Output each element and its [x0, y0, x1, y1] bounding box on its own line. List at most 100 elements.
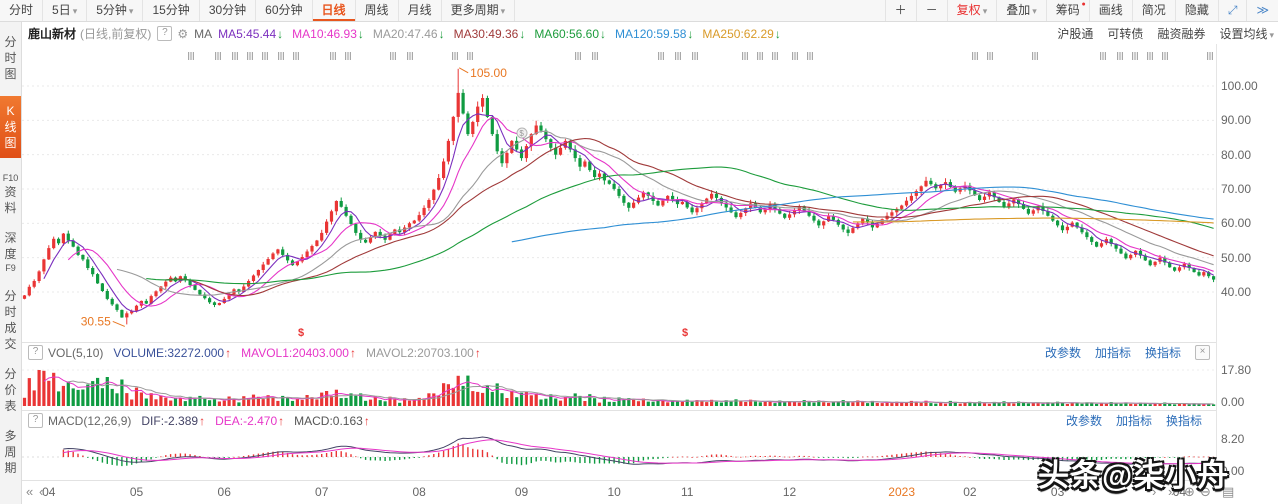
- period-tab-周线[interactable]: 周线: [356, 0, 399, 21]
- period-tab-5日[interactable]: 5日 ▾: [43, 0, 88, 21]
- scroll-right-icon[interactable]: ⊖: [1200, 484, 1211, 499]
- axis-divider: [1216, 44, 1217, 480]
- sidebar-item-char: F10: [2, 173, 19, 183]
- sidebar-item-char: 度: [4, 247, 17, 261]
- chart-legend-bar: 鹿山新材 (日线,前复权) ? ⚙ MA MA5:45.44↓ MA10:46.9…: [28, 23, 1274, 44]
- trend-down-icon: ↓: [277, 26, 284, 41]
- sidebar-item-tick-trades[interactable]: 分时成交: [0, 288, 21, 352]
- watermark: 头条@柒小舟: [1038, 458, 1230, 493]
- header-link-设置均线[interactable]: 设置均线 ▾: [1219, 27, 1274, 41]
- indicator-axis-label: 0.00: [1221, 464, 1245, 478]
- help-icon[interactable]: ?: [28, 413, 43, 428]
- panel-link-改参数[interactable]: 改参数: [1044, 346, 1081, 360]
- panel-link-换指标[interactable]: 换指标: [1144, 346, 1181, 360]
- period-tab-30分钟[interactable]: 30分钟: [200, 0, 257, 21]
- adjust-button[interactable]: 复权 ▾: [946, 0, 997, 21]
- sidebar-item-char: 价: [4, 383, 17, 397]
- ma-legend-item: MA10:46.93↓: [292, 26, 364, 41]
- sidebar-item-time-chart[interactable]: 分时图: [0, 34, 21, 82]
- scroll-left-icon[interactable]: ‹: [39, 484, 44, 499]
- period-tab-更多周期[interactable]: 更多周期 ▾: [442, 0, 516, 21]
- sidebar-item-char: 图: [4, 67, 17, 81]
- panel-divider: [22, 410, 1216, 411]
- period-tab-分时[interactable]: 分时: [0, 0, 44, 21]
- scroll-right-icon[interactable]: »: [1168, 484, 1176, 499]
- volume-chart[interactable]: [22, 362, 1216, 413]
- ma-legend-item: MA20:47.46↓: [372, 26, 445, 41]
- sidebar-item-f10-info[interactable]: F10 资料: [0, 172, 21, 216]
- stock-title: 鹿山新材: [28, 27, 77, 41]
- price-axis-label: 80.00: [1221, 147, 1252, 162]
- caret-down-icon: ▾: [982, 6, 988, 16]
- collapse-button[interactable]: ≫: [1246, 0, 1278, 21]
- sidebar-item-char: 表: [4, 399, 17, 413]
- price-axis-label: 40.00: [1221, 284, 1252, 299]
- x-axis-label-08: 08: [412, 485, 426, 499]
- overlay-button[interactable]: 叠加 ▾: [996, 0, 1046, 21]
- header-link-可转债[interactable]: 可转债: [1107, 27, 1144, 41]
- zoom-out-button[interactable]: －: [915, 0, 947, 21]
- trend-down-icon: ↓: [357, 26, 364, 41]
- macd-indicator-name[interactable]: MACD(12,26,9): [48, 413, 132, 428]
- sidebar-item-char: 深: [4, 231, 17, 245]
- price-axis-label: 60.00: [1221, 216, 1252, 231]
- zoom-in-button[interactable]: ＋: [884, 0, 916, 21]
- red-dot-badge: ●: [1081, 1, 1086, 8]
- brief-button[interactable]: 简况: [1131, 0, 1175, 21]
- scroll-left-icon[interactable]: «: [26, 484, 34, 499]
- period-tab-60分钟[interactable]: 60分钟: [256, 0, 313, 21]
- panel-link-换指标[interactable]: 换指标: [1165, 414, 1202, 428]
- period-tab-15分钟[interactable]: 15分钟: [143, 0, 200, 21]
- ma-legend-item: MA120:59.58↓: [615, 26, 694, 41]
- panel-link-改参数[interactable]: 改参数: [1065, 414, 1102, 428]
- indicator-axis-label: 0.00: [1221, 395, 1245, 409]
- sidebar-item-char: 成: [4, 321, 17, 335]
- sidebar-item-depth-f9[interactable]: 深度 F9: [0, 230, 21, 274]
- x-axis-label-07: 07: [315, 485, 329, 499]
- help-icon[interactable]: ?: [28, 345, 43, 360]
- expand-button[interactable]: ⤢: [1217, 0, 1247, 21]
- indicator-axis-label: 8.20: [1221, 432, 1245, 446]
- ma-legend-item: MA60:56.60↓: [534, 26, 607, 41]
- help-icon[interactable]: ?: [157, 26, 173, 41]
- gear-icon[interactable]: ⚙: [177, 26, 189, 41]
- trend-down-icon: ↓: [438, 26, 445, 41]
- close-icon[interactable]: ×: [1195, 345, 1210, 360]
- macd-chart[interactable]: [22, 430, 1216, 483]
- scroll-right-icon[interactable]: ›: [1152, 484, 1157, 499]
- chips-button[interactable]: 筹码 ●: [1045, 0, 1089, 21]
- draw-line-button[interactable]: 画线: [1088, 0, 1132, 21]
- sidebar-item-price-table[interactable]: 分价表: [0, 366, 21, 414]
- vol-panel-links: 改参数 加指标 换指标 ×: [1045, 344, 1216, 361]
- period-tab-月线[interactable]: 月线: [399, 0, 442, 21]
- header-link-融资融券[interactable]: 融资融券: [1157, 27, 1206, 41]
- period-tab-日线[interactable]: 日线: [313, 0, 356, 21]
- indicator-axis-label: 17.80: [1221, 363, 1252, 377]
- ma-legend-item: MA5:45.44↓: [218, 26, 284, 41]
- trend-up-icon: ↑: [349, 345, 356, 360]
- trend-up-icon: ↑: [199, 413, 206, 428]
- panel-settings-icon[interactable]: ▤: [1222, 484, 1235, 499]
- sidebar-item-char: K: [6, 104, 15, 118]
- scroll-right-icon[interactable]: ⊕: [1184, 484, 1195, 499]
- left-sidebar: 分时图 K 线图 F10 资料深度 F9 分时成交分价表多周期: [0, 22, 22, 504]
- kline-chart[interactable]: $ $ $105.00 30.55: [22, 44, 1216, 345]
- sidebar-item-char: 料: [4, 201, 17, 215]
- trend-up-icon: ↑: [363, 413, 370, 428]
- sidebar-item-char: 时: [4, 305, 17, 319]
- sidebar-item-char: 期: [4, 461, 17, 475]
- x-axis-label-10: 10: [607, 485, 621, 499]
- panel-link-加指标[interactable]: 加指标: [1115, 414, 1152, 428]
- header-link-沪股通[interactable]: 沪股通: [1057, 27, 1094, 41]
- caret-down-icon: ▾: [500, 6, 506, 16]
- panel-link-加指标[interactable]: 加指标: [1094, 346, 1131, 360]
- trend-down-icon: ↓: [600, 26, 607, 41]
- sidebar-item-multi-period[interactable]: 多周期: [0, 428, 21, 476]
- hide-button[interactable]: 隐藏: [1174, 0, 1218, 21]
- sidebar-item-char: 线: [4, 120, 17, 134]
- indicator-value: VOLUME:32272.000↑: [113, 345, 232, 360]
- vol-values: VOLUME:32272.000↑ MAVOL1:20403.000↑ MAVOL2…: [113, 346, 490, 360]
- period-tab-5分钟[interactable]: 5分钟 ▾: [87, 0, 144, 21]
- vol-indicator-name[interactable]: VOL(5,10): [48, 345, 104, 360]
